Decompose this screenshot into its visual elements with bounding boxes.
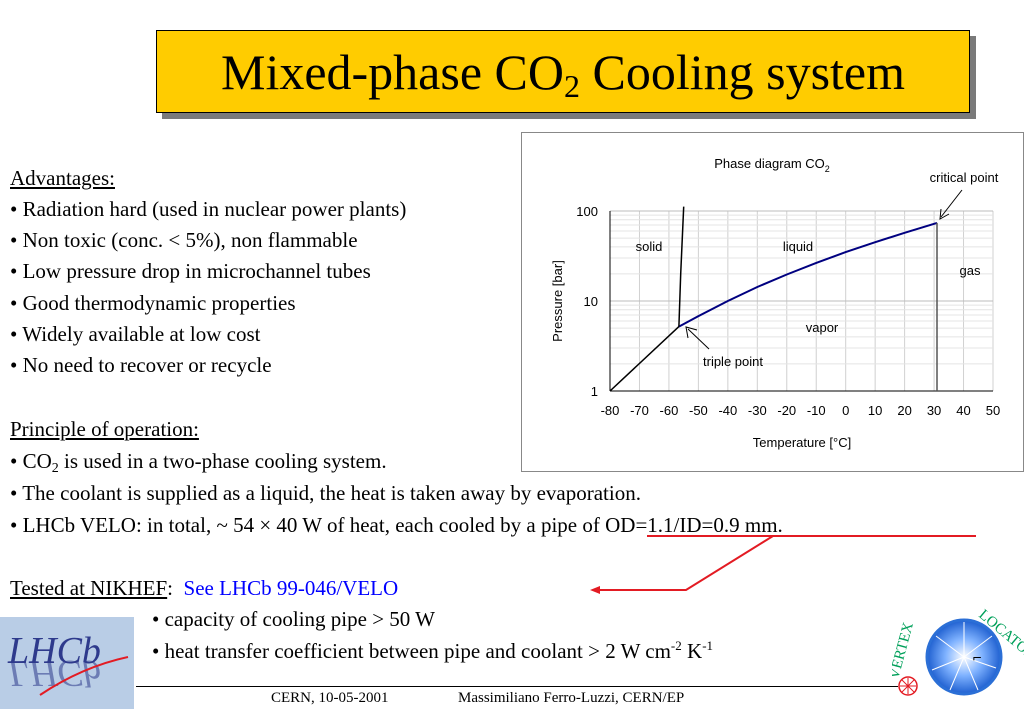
x-tick-label: -20 bbox=[777, 403, 796, 418]
y-tick-labels: 1 10 100 bbox=[576, 204, 598, 399]
slide-title: Mixed-phase CO2 Cooling system bbox=[220, 43, 906, 104]
chart-svg: 1 10 100 -80 -70 -60 -50 -40 -30 -20 -10 0 10 20 30 40… bbox=[550, 156, 1001, 450]
y-tick-label: 100 bbox=[576, 204, 598, 219]
pipe-spec: a pipe of OD=1.1/ID=0.9 mm. bbox=[526, 513, 783, 537]
x-tick-label: 30 bbox=[927, 403, 941, 418]
x-tick-label: 20 bbox=[897, 403, 911, 418]
region-label-solid: solid bbox=[636, 239, 663, 254]
chart-grid bbox=[610, 210, 994, 391]
x-tick-label: -70 bbox=[630, 403, 649, 418]
reference-link[interactable]: See LHCb 99-046/VELO bbox=[183, 576, 399, 600]
x-tick-labels: -80 -70 -60 -50 -40 -30 -20 -10 0 10 20 30 40 50 bbox=[601, 403, 1001, 418]
tested-item: • capacity of cooling pipe > 50 W bbox=[152, 607, 435, 631]
svg-text:LHCb: LHCb bbox=[7, 630, 101, 672]
lhcb-logo-art: LHCb LHCb bbox=[7, 630, 129, 696]
triple-point-pointer bbox=[687, 328, 710, 350]
x-axis-label: Temperature [°C] bbox=[753, 435, 851, 450]
advantages-heading: Advantages: bbox=[10, 166, 115, 190]
melting-curve bbox=[678, 206, 685, 327]
critical-point-pointer bbox=[940, 189, 963, 218]
y-tick-label: 10 bbox=[584, 294, 598, 309]
triple-point-label: triple point bbox=[703, 354, 763, 369]
principle-item: • The coolant is supplied as a liquid, t… bbox=[10, 481, 641, 505]
region-label-liquid: liquid bbox=[783, 239, 813, 254]
chart-series bbox=[609, 206, 938, 392]
annotation-arrow bbox=[596, 535, 774, 591]
chart-title: Phase diagram CO2 bbox=[714, 156, 830, 174]
advantage-item: • No need to recover or recycle bbox=[10, 353, 272, 377]
vertex-locator-logo: ⌐ VERTEX LOCATOR bbox=[892, 600, 1024, 709]
x-tick-label: -50 bbox=[689, 403, 708, 418]
title-box: Mixed-phase CO2 Cooling system bbox=[156, 30, 970, 113]
y-tick-label: 1 bbox=[591, 384, 598, 399]
svg-text:LHCb: LHCb bbox=[7, 652, 101, 694]
svg-text:⌐: ⌐ bbox=[972, 651, 982, 665]
vaporization-curve bbox=[678, 221, 938, 328]
critical-point-label: critical point bbox=[930, 170, 999, 185]
footer-author: Massimiliano Ferro-Luzzi, CERN/EP bbox=[458, 690, 685, 706]
region-label-gas: gas bbox=[960, 263, 981, 278]
principle-item: • LHCb VELO: in total, ~ 54 × 40 W of he… bbox=[10, 513, 783, 537]
x-tick-label: 40 bbox=[956, 403, 970, 418]
lhcb-logo: LHCb LHCb bbox=[0, 617, 134, 709]
y-axis-label: Pressure [bar] bbox=[550, 260, 565, 342]
annotation-arrowhead bbox=[590, 586, 600, 594]
x-tick-label: -80 bbox=[601, 403, 620, 418]
advantage-item: • Good thermodynamic properties bbox=[10, 291, 296, 315]
critical-point-arrowhead bbox=[939, 208, 950, 220]
x-tick-label: 10 bbox=[868, 403, 882, 418]
x-tick-label: 50 bbox=[986, 403, 1000, 418]
principle-heading: Principle of operation: bbox=[10, 417, 199, 441]
x-tick-label: -10 bbox=[807, 403, 826, 418]
triple-point-arrowhead bbox=[685, 326, 698, 339]
principle-item: • CO2 is used in a two-phase cooling sys… bbox=[10, 449, 387, 476]
advantage-item: • Non toxic (conc. < 5%), non flammable bbox=[10, 228, 358, 252]
footer-date: CERN, 10-05-2001 bbox=[271, 690, 389, 706]
x-tick-label: -30 bbox=[748, 403, 767, 418]
footer-rule bbox=[136, 686, 898, 687]
phase-diagram-chart: 1 10 100 -80 -70 -60 -50 -40 -30 -20 -10 0 10 20 30 40… bbox=[521, 132, 1024, 472]
tested-label: Tested at NIKHEF bbox=[10, 576, 168, 600]
x-tick-label: -60 bbox=[660, 403, 679, 418]
x-tick-label: 0 bbox=[842, 403, 849, 418]
tested-item: • heat transfer coefficient between pipe… bbox=[152, 638, 714, 663]
tested-line: Tested at NIKHEF: See LHCb 99-046/VELO bbox=[10, 576, 399, 600]
advantage-item: • Radiation hard (used in nuclear power … bbox=[10, 197, 407, 221]
x-tick-label: -40 bbox=[718, 403, 737, 418]
region-label-vapor: vapor bbox=[806, 320, 839, 335]
vertex-logo-art: ⌐ VERTEX LOCATOR bbox=[892, 607, 1024, 696]
svg-text:VERTEX: VERTEX bbox=[892, 620, 917, 681]
advantage-item: • Low pressure drop in microchannel tube… bbox=[10, 259, 371, 283]
advantage-item: • Widely available at low cost bbox=[10, 322, 261, 346]
sublimation-curve bbox=[609, 326, 680, 392]
